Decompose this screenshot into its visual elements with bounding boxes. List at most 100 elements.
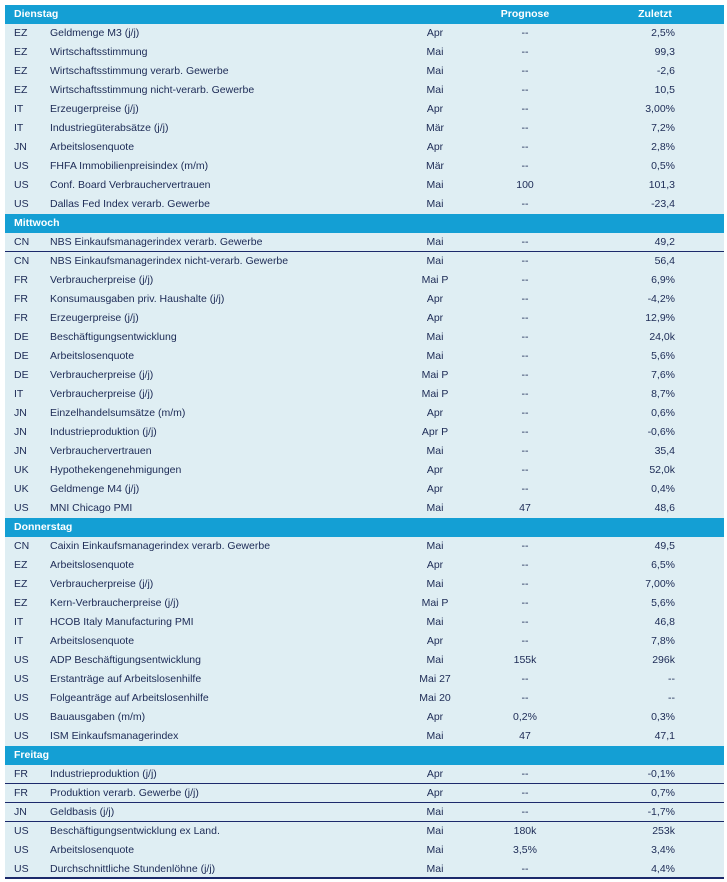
previous-value: 49,2 <box>654 236 675 248</box>
table-row: IT Erzeugerpreise (j/j) Apr -- 3,00% <box>5 100 724 119</box>
indicator-name: Geldmenge M4 (j/j) <box>50 483 140 495</box>
country-code: EZ <box>14 27 28 39</box>
table-row: JN Einzelhandelsumsätze (m/m) Apr -- 0,6% <box>5 404 724 423</box>
economic-calendar-table: Dienstag Prognose Zuletzt EZ Geldmenge M3 (j… <box>5 5 724 879</box>
period: Mai <box>426 844 444 856</box>
forecast-value: -- <box>521 122 529 134</box>
table-row: US Arbeitslosenquote Mai 3,5% 3,4% <box>5 841 724 860</box>
forecast-value: 3,5% <box>513 844 537 856</box>
period: Mai P <box>421 597 449 609</box>
previous-value: 48,6 <box>654 502 675 514</box>
table-row: EZ Wirtschaftsstimmung verarb. Gewerbe Mai… <box>5 62 724 81</box>
table-row: US Erstanträge auf Arbeitslosenhilfe Mai 2… <box>5 670 724 689</box>
country-code: FR <box>14 787 28 799</box>
indicator-name: Beschäftigungsentwicklung <box>50 331 177 343</box>
period: Apr <box>426 787 444 799</box>
table-row: US MNI Chicago PMI Mai 47 48,6 <box>5 499 724 518</box>
forecast-value: -- <box>521 597 529 609</box>
table-row: US FHFA Immobilienpreisindex (m/m) Mär -- 0,… <box>5 157 724 176</box>
forecast-value: -- <box>521 65 529 77</box>
country-code: DE <box>14 331 29 343</box>
previous-value: 5,6% <box>651 350 675 362</box>
previous-value: 12,9% <box>645 312 675 324</box>
table-row: JN Verbrauchervertrauen Mai -- 35,4 <box>5 442 724 461</box>
previous-value: -23,4 <box>651 198 675 210</box>
forecast-value: -- <box>521 806 529 818</box>
indicator-name: Erzeugerpreise (j/j) <box>50 103 139 115</box>
forecast-value: -- <box>521 198 529 210</box>
period: Apr <box>426 407 444 419</box>
table-row: DE Beschäftigungsentwicklung Mai -- 24,0k <box>5 328 724 347</box>
country-code: UK <box>14 464 29 476</box>
country-code: CN <box>14 255 30 267</box>
forecast-value: 180k <box>513 825 537 837</box>
previous-value: -4,2% <box>647 293 675 305</box>
country-code: JN <box>14 445 27 457</box>
previous-value: -- <box>668 673 675 685</box>
table-row: IT HCOB Italy Manufacturing PMI Mai -- 46,8 <box>5 613 724 632</box>
period: Mai <box>426 616 444 628</box>
indicator-name: Erzeugerpreise (j/j) <box>50 312 139 324</box>
period: Mai <box>426 578 444 590</box>
forecast-value: 47 <box>519 730 531 742</box>
indicator-name: Kern-Verbraucherpreise (j/j) <box>50 597 179 609</box>
section-header: Freitag <box>5 746 724 765</box>
indicator-name: Verbraucherpreise (j/j) <box>50 388 154 400</box>
country-code: JN <box>14 141 27 153</box>
table-row: JN Geldbasis (j/j) Mai -- -1,7% <box>5 803 724 822</box>
previous-value: 2,5% <box>651 27 675 39</box>
country-code: EZ <box>14 559 28 571</box>
indicator-name: Arbeitslosenquote <box>50 844 135 856</box>
country-code: US <box>14 179 29 191</box>
indicator-name: Arbeitslosenquote <box>50 350 135 362</box>
country-code: US <box>14 844 29 856</box>
previous-value: 49,5 <box>654 540 675 552</box>
period: Apr <box>426 635 444 647</box>
country-code: FR <box>14 293 28 305</box>
table-row: EZ Wirtschaftsstimmung Mai -- 99,3 <box>5 43 724 62</box>
country-code: US <box>14 198 29 210</box>
indicator-name: Arbeitslosenquote <box>50 141 135 153</box>
table-row: UK Hypothekengenehmigungen Apr -- 52,0k <box>5 461 724 480</box>
period: Mai <box>426 179 444 191</box>
forecast-value: 47 <box>519 502 531 514</box>
table-row: DE Verbraucherpreise (j/j) Mai P -- 7,6% <box>5 366 724 385</box>
previous-value: 6,9% <box>651 274 675 286</box>
previous-value: 0,3% <box>651 711 675 723</box>
indicator-name: Industrieproduktion (j/j) <box>50 426 157 438</box>
period: Mai <box>426 198 444 210</box>
forecast-value: -- <box>521 350 529 362</box>
country-code: US <box>14 692 29 704</box>
country-code: US <box>14 730 29 742</box>
indicator-name: NBS Einkaufsmanagerindex verarb. Gewerbe <box>50 236 263 248</box>
table-row: IT Industriegüterabsätze (j/j) Mär -- 7,2% <box>5 119 724 138</box>
forecast-value: -- <box>521 407 529 419</box>
previous-value: 296k <box>652 654 675 666</box>
previous-value: 52,0k <box>649 464 675 476</box>
indicator-name: Dallas Fed Index verarb. Gewerbe <box>50 198 210 210</box>
table-row: US ISM Einkaufsmanagerindex Mai 47 47,1 <box>5 727 724 746</box>
indicator-name: Geldmenge M3 (j/j) <box>50 27 140 39</box>
country-code: IT <box>14 388 24 400</box>
period: Mai <box>426 445 444 457</box>
table-row: DE Arbeitslosenquote Mai -- 5,6% <box>5 347 724 366</box>
period: Mai <box>426 730 444 742</box>
table-row: IT Arbeitslosenquote Apr -- 7,8% <box>5 632 724 651</box>
table-row: EZ Wirtschaftsstimmung nicht-verarb. Gewe… <box>5 81 724 100</box>
table-row: EZ Verbraucherpreise (j/j) Mai -- 7,00% <box>5 575 724 594</box>
previous-value: 6,5% <box>651 559 675 571</box>
forecast-value: -- <box>521 445 529 457</box>
forecast-value: -- <box>521 787 529 799</box>
previous-value: 7,6% <box>651 369 675 381</box>
indicator-name: Produktion verarb. Gewerbe (j/j) <box>50 787 199 799</box>
table-row: CN NBS Einkaufsmanagerindex nicht-verarb.… <box>5 252 724 271</box>
country-code: FR <box>14 312 28 324</box>
period: Mai <box>426 806 444 818</box>
country-code: US <box>14 654 29 666</box>
previous-value: -0,1% <box>647 768 675 780</box>
table-row: CN Caixin Einkaufsmanagerindex verarb. Ge… <box>5 537 724 556</box>
country-code: EZ <box>14 65 28 77</box>
indicator-name: Industrieproduktion (j/j) <box>50 768 157 780</box>
previous-value: 4,4% <box>651 863 675 875</box>
indicator-name: Wirtschaftsstimmung nicht-verarb. Gewerb… <box>50 84 255 96</box>
